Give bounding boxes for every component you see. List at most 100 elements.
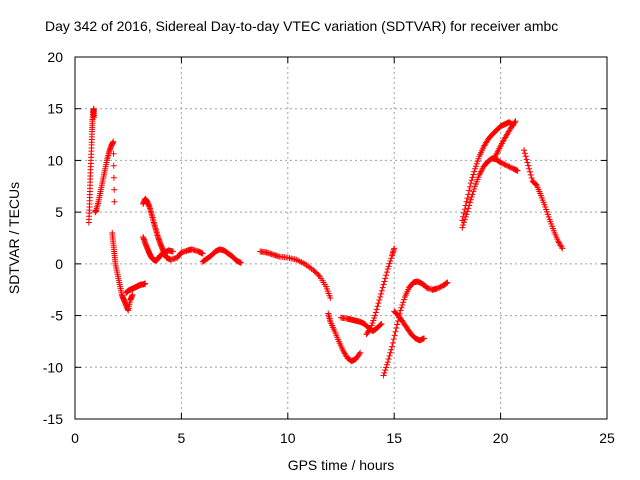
- data-point-interp: [526, 168, 533, 175]
- data-point-interp: [506, 163, 513, 170]
- y-tick-labels: -15 -10 -5 0 5 10 15 20: [43, 49, 63, 427]
- data-point-interp: [398, 304, 405, 311]
- data-point: [384, 266, 391, 273]
- grid-lines: [75, 57, 607, 419]
- data-point: [380, 281, 387, 288]
- y-tick-label: -15: [43, 411, 63, 427]
- series-pass-16: [491, 118, 519, 162]
- data-point-interp: [383, 272, 390, 279]
- data-point: [463, 198, 470, 205]
- data-point-interp: [466, 199, 473, 206]
- data-point-interp: [522, 153, 529, 160]
- data-point-interp: [383, 364, 390, 371]
- data-point: [142, 280, 149, 287]
- data-point-interp: [400, 299, 407, 306]
- y-tick-label: 20: [47, 49, 63, 65]
- data-point-interp: [110, 150, 117, 157]
- y-tick-label: 10: [47, 152, 63, 168]
- data-point: [110, 138, 117, 145]
- data-point-interp: [385, 263, 392, 270]
- data-point-interp: [386, 260, 393, 267]
- data-point-interp: [507, 164, 514, 171]
- x-tick-label: 0: [71, 430, 79, 446]
- data-point-interp: [470, 171, 477, 178]
- data-point-interp: [464, 195, 471, 202]
- data-point-interp: [388, 346, 395, 353]
- data-point: [420, 335, 427, 342]
- x-axis-label: GPS time / hours: [288, 457, 395, 473]
- series-pass-7: [257, 248, 334, 301]
- data-point-interp: [468, 177, 475, 184]
- data-point-interp: [378, 290, 385, 297]
- chart-title: Day 342 of 2016, Sidereal Day-to-day VTE…: [45, 18, 558, 34]
- data-point-interp: [526, 165, 533, 172]
- data-point-interp: [498, 160, 505, 167]
- series-pass-10: [363, 245, 398, 338]
- data-point: [467, 180, 474, 187]
- series-pass-5: [140, 233, 176, 264]
- x-tick-labels: 0 5 10 15 20 25: [71, 430, 615, 446]
- data-point-interp: [465, 205, 472, 212]
- data-point-interp: [471, 185, 478, 192]
- data-point-interp: [110, 162, 117, 169]
- y-tick-label: -10: [43, 359, 63, 375]
- data-point-interp: [500, 160, 507, 167]
- data-point-interp: [110, 174, 117, 181]
- data-point-interp: [394, 321, 401, 328]
- data-point-interp: [469, 191, 476, 198]
- data-point: [376, 297, 383, 304]
- data-point-interp: [366, 326, 373, 333]
- x-tick-label: 20: [493, 430, 509, 446]
- data-point-interp: [375, 300, 382, 307]
- data-point: [521, 147, 528, 154]
- tick-marks: [74, 56, 608, 420]
- data-point: [503, 162, 510, 169]
- series-pass-3: [123, 280, 149, 296]
- plot-frame: [74, 56, 608, 420]
- data-point: [391, 245, 398, 252]
- data-point-interp: [462, 213, 469, 220]
- data-point-interp: [381, 369, 388, 376]
- data-point: [129, 291, 136, 298]
- data-point-interp: [382, 275, 389, 282]
- data-point-interp: [527, 171, 534, 178]
- data-point: [378, 320, 385, 327]
- data-point-interp: [470, 188, 477, 195]
- data-point-interp: [383, 361, 390, 368]
- data-point-interp: [373, 306, 380, 313]
- data-point-interp: [387, 349, 394, 356]
- data-point-interp: [435, 285, 442, 292]
- data-point-interp: [388, 255, 395, 262]
- series-pass-2: [109, 229, 136, 314]
- data-point: [467, 196, 474, 203]
- series-pass-9: [338, 314, 385, 335]
- data-point-interp: [385, 356, 392, 363]
- data-point-interp: [528, 175, 535, 182]
- data-point-interp: [469, 174, 476, 181]
- series-pass-6: [199, 246, 244, 266]
- data-point-interp: [502, 161, 509, 168]
- data-point-interp: [377, 321, 384, 328]
- data-point-interp: [437, 283, 444, 290]
- y-tick-label: 5: [55, 204, 63, 220]
- data-point-interp: [460, 209, 467, 216]
- data-point-interp: [382, 367, 389, 374]
- x-tick-label: 10: [280, 430, 296, 446]
- data-point-interp: [505, 163, 512, 170]
- data-point-interp: [386, 352, 393, 359]
- x-tick-label: 25: [599, 430, 615, 446]
- data-point: [199, 250, 206, 257]
- data-point-interp: [460, 219, 467, 226]
- data-point-interp: [383, 269, 390, 276]
- data-point: [357, 349, 364, 356]
- data-point-interp: [511, 119, 518, 126]
- data-point-interp: [558, 243, 565, 250]
- y-tick-label: -5: [51, 308, 64, 324]
- data-point-interp: [471, 168, 478, 175]
- data-point: [497, 159, 504, 166]
- data-point-interp: [374, 303, 381, 310]
- series-pass-17: [521, 147, 566, 252]
- data-point-interp: [315, 272, 322, 279]
- data-point-interp: [521, 150, 528, 157]
